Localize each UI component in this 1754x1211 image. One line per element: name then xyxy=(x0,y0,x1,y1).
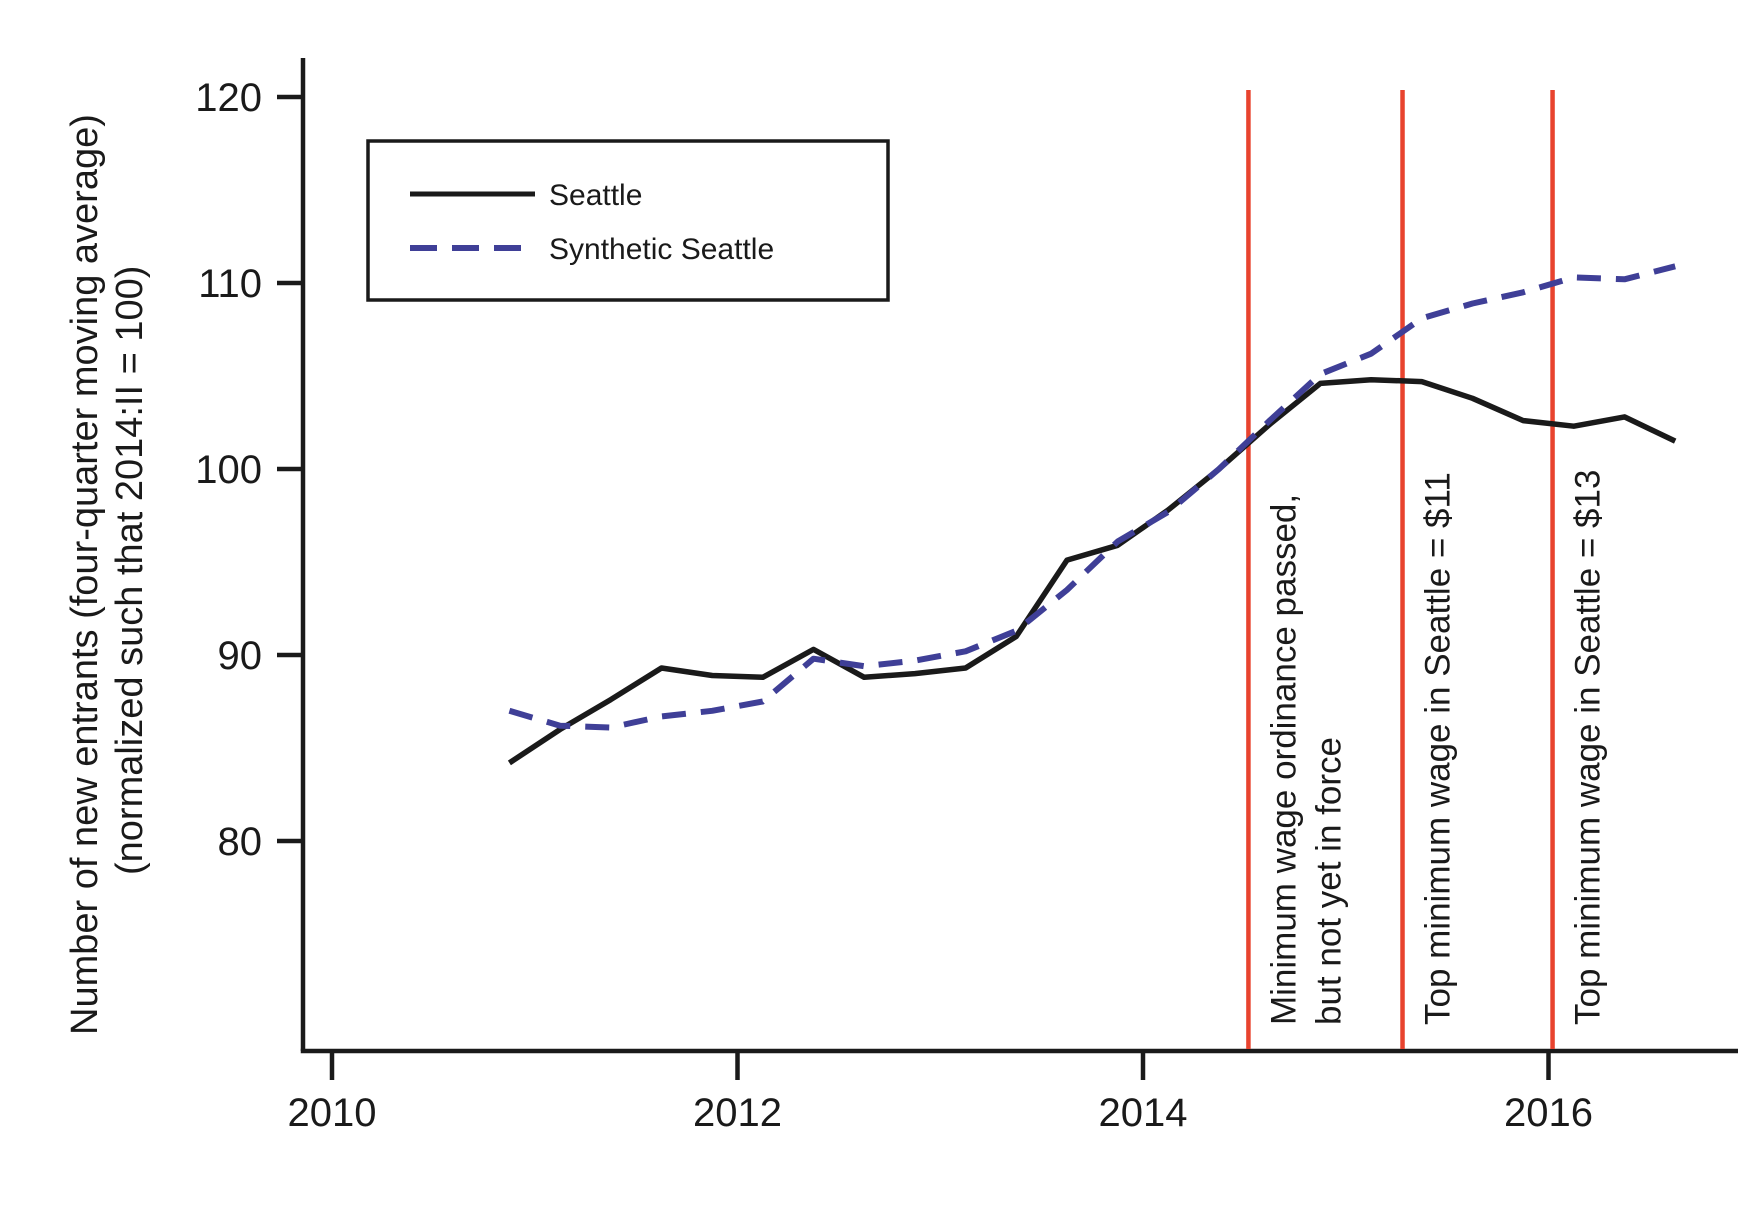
x-tick-label: 2010 xyxy=(288,1091,377,1135)
series-line-seattle xyxy=(507,376,1677,766)
data-series xyxy=(507,263,1677,766)
x-tick-label: 2012 xyxy=(693,1091,782,1135)
legend-box xyxy=(366,139,890,302)
event-vline-2-label-line-1: Top minimum wage in Seattle = $11 xyxy=(1419,472,1458,1025)
x-tick-label: 2016 xyxy=(1504,1091,1593,1135)
event-vline-1-label-line-1: Minimum wage ordinance passed, xyxy=(1264,494,1303,1025)
event-vline-labels: Minimum wage ordinance passed, but not ye… xyxy=(1264,470,1607,1025)
y-tick-label: 90 xyxy=(218,634,263,678)
y-tick-label: 80 xyxy=(218,820,263,864)
series-line-synthetic-seattle xyxy=(508,263,1676,731)
y-tick-label: 110 xyxy=(198,262,262,306)
event-vline-3-label-line-1: Top minimum wage in Seattle = $13 xyxy=(1569,470,1608,1025)
event-vlines xyxy=(1246,90,1555,1049)
legend-synthetic-seattle-label: Synthetic Seattle xyxy=(549,233,774,266)
y-tick-label: 120 xyxy=(195,76,262,120)
y-axis-label-line2: (normalized such that 2014:II = 100) xyxy=(109,266,151,875)
x-tick-label: 2014 xyxy=(1099,1091,1188,1135)
y-axis-label-line1: Number of new entrants (four-quarter mov… xyxy=(64,114,106,1035)
legend-seattle-label: Seattle xyxy=(549,179,642,212)
legend: Seattle Synthetic Seattle xyxy=(366,139,890,302)
axis-ticks: 120 110 100 90 80 2010 2012 2014 2016 xyxy=(195,76,1593,1135)
y-tick-label: 100 xyxy=(195,448,262,492)
event-vline-1-label-line-2: but not yet in force xyxy=(1309,737,1348,1025)
